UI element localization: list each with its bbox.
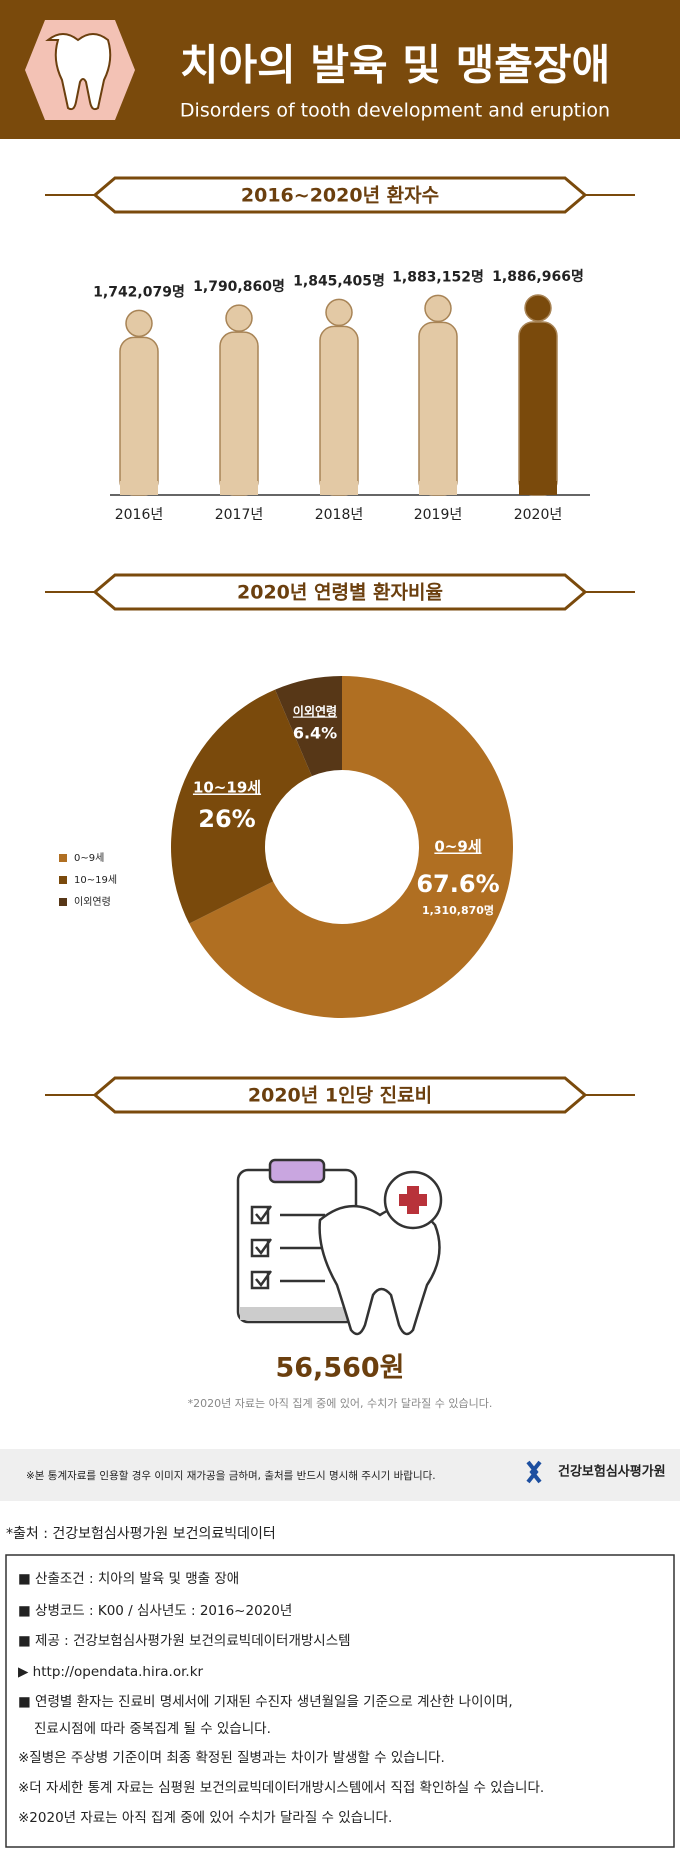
person-head [524, 294, 552, 322]
person-foot [519, 481, 557, 495]
slice-label: 이외연령 [293, 704, 337, 719]
legend-swatch [59, 876, 67, 884]
source-text: *출처 : 건강보험심사평가원 보건의료빅데이터 [6, 1526, 276, 1542]
person-bar [418, 321, 458, 496]
tooth-icon [45, 33, 112, 111]
person-bar [119, 336, 159, 496]
slice-label: 0~9세 [434, 838, 481, 856]
legend-label: 0~9세 [74, 852, 104, 864]
section-title: 2020년 연령별 환자비율 [237, 582, 443, 604]
person-bar [518, 321, 558, 496]
notice-band [0, 1449, 680, 1501]
person-foot [419, 481, 457, 495]
value-label: 1,845,405명 [293, 272, 385, 289]
person-bar [319, 325, 359, 496]
section-title: 2020년 1인당 진료비 [248, 1085, 432, 1107]
value-label: 1,886,966명 [492, 268, 584, 285]
slice-label: 10~19세 [193, 779, 261, 797]
legend-label: 10~19세 [74, 874, 117, 886]
legend-label: 이외연령 [74, 896, 111, 908]
notice-text: ※본 통계자료를 인용할 경우 이미지 재가공을 금하며, 출처를 반드시 명시… [26, 1469, 436, 1482]
donut-slice [275, 676, 342, 777]
x-tick-label: 2019년 [414, 507, 463, 523]
person-head [424, 294, 452, 323]
donut-slice [189, 676, 513, 1018]
donut-slice [171, 689, 312, 924]
person-bar [219, 331, 259, 496]
slice-annotation: 1,310,870명 [422, 903, 494, 917]
logo-mark [526, 1460, 542, 1484]
x-tick-label: 2016년 [115, 507, 164, 523]
value-label: 1,790,860명 [193, 278, 285, 295]
x-tick-label: 2018년 [315, 507, 364, 523]
banner [45, 176, 635, 214]
slice-value: 6.4% [293, 724, 337, 743]
logo-text: 건강보험심사평가원 [558, 1464, 666, 1480]
person-foot [120, 481, 158, 495]
slice-value: 26% [198, 805, 255, 833]
person-head [225, 304, 253, 332]
cost-note: *2020년 자료는 아직 집계 중에 있어, 수치가 달라질 수 있습니다. [188, 1397, 493, 1410]
note-line: ※2020년 자료는 아직 집계 중에 있어 수치가 달라질 수 있습니다. [18, 1810, 392, 1826]
note-line: ■ 제공 : 건강보험심사평가원 보건의료빅데이터개방시스템 [18, 1633, 351, 1649]
banner [45, 1076, 635, 1114]
legend-swatch [59, 854, 67, 862]
section-title: 2016~2020년 환자수 [241, 185, 439, 207]
value-label: 1,742,079명 [93, 283, 185, 300]
note-line: 진료시점에 따라 중복집계 될 수 있습니다. [34, 1721, 271, 1737]
legend-swatch [59, 898, 67, 906]
notes-box [5, 1554, 675, 1848]
person-foot [320, 481, 358, 495]
page-subtitle: Disorders of tooth development and erupt… [180, 100, 610, 122]
banner [45, 573, 635, 611]
page-title: 치아의 발육 및 맹출장애 [180, 41, 610, 90]
x-tick-label: 2020년 [514, 507, 563, 523]
person-head [125, 309, 153, 338]
person-head [325, 298, 353, 327]
x-tick-label: 2017년 [215, 507, 264, 523]
slice-value: 67.6% [416, 870, 499, 898]
note-line: ▶ http://opendata.hira.or.kr [18, 1664, 204, 1680]
note-line: ■ 산출조건 : 치아의 발육 및 맹출 장애 [18, 1571, 239, 1587]
cost-amount: 56,560원 [275, 1353, 404, 1384]
note-line: ■ 연령별 환자는 진료비 명세서에 기재된 수진자 생년월일을 기준으로 계산… [18, 1694, 513, 1710]
note-line: ■ 상병코드 : K00 / 심사년도 : 2016~2020년 [18, 1603, 292, 1619]
cost-icon [236, 1158, 443, 1336]
value-label: 1,883,152명 [392, 268, 484, 285]
note-line: ※더 자세한 통계 자료는 심평원 보건의료빅데이터개방시스템에서 직접 확인하… [18, 1780, 544, 1796]
person-foot [220, 481, 258, 495]
note-line: ※질병은 주상병 기준이며 최종 확정된 질병과는 차이가 발생할 수 있습니다… [18, 1750, 445, 1766]
